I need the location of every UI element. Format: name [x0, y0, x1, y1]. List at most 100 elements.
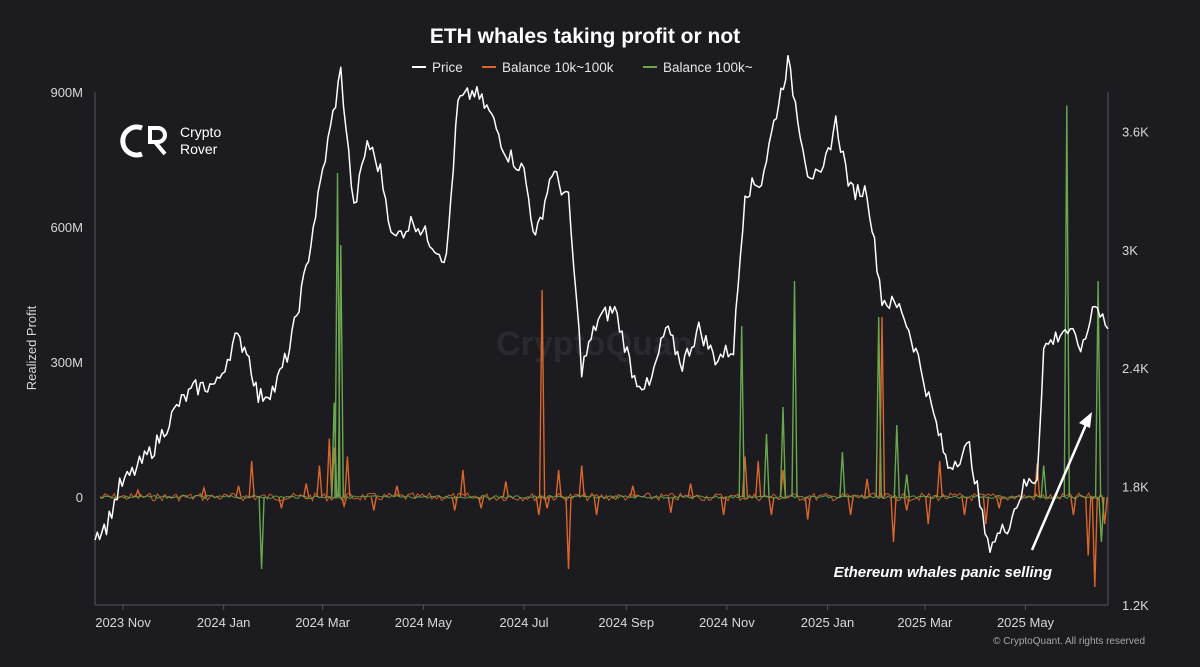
x-axis-ticks: 2023 Nov 2024 Jan 2024 Mar 2024 May 2024 Jul… [95, 605, 1055, 630]
balance-10k-100k-spike [134, 488, 142, 498]
balance-10k-100k-spike [565, 496, 572, 570]
legend-label-balance-100k: Balance 100k~ [663, 60, 753, 75]
legend-item-price[interactable]: Price [412, 60, 463, 75]
balance-10k-100k-spike [982, 496, 990, 525]
balance-100k-spike [337, 244, 344, 498]
balance-10k-100k-spike [459, 469, 467, 498]
balance-10k-100k-spike [768, 496, 775, 516]
watermark: CryptoQuant [496, 325, 704, 363]
x-tick-label: 2024 Sep [598, 615, 654, 630]
balance-10k-100k-spike [863, 478, 871, 498]
balance-10k-100k-spike [925, 496, 932, 525]
logo-line1: Crypto [180, 124, 221, 140]
y-right-tick-label: 1.2K [1122, 598, 1149, 613]
balance-10k-100k-spike [535, 496, 542, 516]
balance-10k-100k-spike [543, 496, 551, 509]
copyright-footer: © CryptoQuant. All rights reserved [993, 636, 1145, 647]
x-tick-label: 2024 May [395, 615, 453, 630]
balance-100k-spike [331, 402, 338, 498]
y-right-tick-label: 2.4K [1122, 361, 1149, 376]
y-axis-right-ticks: 3.6K 3K 2.4K 1.8K 1.2K [1122, 124, 1149, 613]
legend-item-balance-10k-100k[interactable]: Balance 10k~100k [482, 60, 614, 75]
balance-10k-100k-spike [326, 438, 333, 498]
legend-label-balance-10k-100k: Balance 10k~100k [502, 60, 614, 75]
balance-10k-100k-spike [278, 496, 285, 509]
balance-100k-spike [1040, 465, 1047, 498]
annotation-text: Ethereum whales panic selling [834, 564, 1052, 581]
balance-10k-100k-spike [847, 496, 854, 516]
x-tick-label: 2024 Jan [197, 615, 251, 630]
series-balance-100k [99, 105, 1105, 570]
balance-100k-spike [763, 433, 770, 498]
balance-100k-spike [791, 280, 798, 498]
annotation-arrowhead [1079, 412, 1092, 428]
y-left-tick-label: 900M [50, 85, 83, 100]
x-tick-label: 2025 Jan [801, 615, 855, 630]
balance-100k-spike [258, 496, 265, 570]
balance-100k-spike [875, 316, 882, 498]
logo: Crypto Rover [120, 124, 221, 158]
y-axis-left-label: Realized Profit [24, 305, 39, 390]
balance-10k-100k-spike [370, 496, 377, 511]
balance-10k-100k-spike [1085, 496, 1092, 556]
balance-10k-100k-spike [340, 496, 348, 509]
legend-item-balance-100k[interactable]: Balance 100k~ [643, 60, 753, 75]
y-right-tick-label: 1.8K [1122, 480, 1149, 495]
annotation: Ethereum whales panic selling [834, 412, 1092, 581]
crypto-rover-logo-icon [120, 124, 167, 158]
y-right-tick-label: 3.6K [1122, 124, 1149, 139]
chart-title: ETH whales taking profit or not [430, 25, 740, 48]
y-axis-left-ticks: 900M 600M 300M 0 [50, 85, 83, 505]
balance-100k-spike [738, 325, 745, 498]
balance-10k-100k-spike [755, 460, 762, 498]
balance-100k-spike [1094, 280, 1102, 498]
balance-10k-100k-spike [248, 460, 255, 498]
x-tick-label: 2024 Mar [295, 615, 351, 630]
y-right-tick-label: 3K [1122, 243, 1138, 258]
balance-10k-100k-spike [578, 465, 585, 498]
balance-10k-100k-spike [1033, 463, 1041, 498]
balance-10k-100k-spike [890, 496, 897, 543]
balance-10k-100k-spike [995, 496, 1003, 509]
x-tick-label: 2023 Nov [95, 615, 151, 630]
balance-10k-100k-spike [629, 485, 636, 498]
balance-10k-100k-spike [316, 465, 323, 498]
legend-label-price: Price [432, 60, 463, 75]
balance-10k-100k-spike [235, 485, 242, 498]
x-tick-label: 2025 May [997, 615, 1055, 630]
x-tick-label: 2024 Nov [699, 615, 755, 630]
balance-100k-spike [1063, 105, 1070, 498]
balance-100k-spike [903, 474, 910, 498]
balance-10k-100k-spike [936, 460, 943, 498]
y-left-tick-label: 300M [50, 355, 83, 370]
balance-100k-spike [839, 451, 846, 498]
balance-10k-100k-spike [393, 485, 401, 498]
balance-10k-100k-spike [344, 456, 351, 498]
balance-10k-100k-spike [961, 496, 968, 516]
balance-10k-100k-spike [502, 481, 509, 498]
balance-100k-spike [893, 424, 900, 498]
legend: Price Balance 10k~100k Balance 100k~ [412, 60, 753, 75]
balance-10k-100k-spike [720, 496, 727, 516]
balance-10k-100k-spike [1070, 496, 1077, 516]
balance-10k-100k-spike [303, 483, 310, 498]
balance-10k-100k-spike [667, 496, 674, 513]
balance-10k-100k-spike [593, 496, 600, 516]
x-tick-label: 2025 Mar [897, 615, 953, 630]
y-left-tick-label: 600M [50, 220, 83, 235]
balance-10k-100k-spike [804, 496, 811, 520]
price-line [94, 54, 1109, 553]
balance-10k-100k-spike [903, 496, 910, 511]
balance-10k-100k-spike [477, 496, 485, 509]
balance-10k-100k-spike [538, 289, 546, 498]
balance-10k-100k-spike [1091, 496, 1098, 588]
balance-100k-baseline [99, 494, 1104, 500]
balance-100k-spike [1098, 496, 1105, 543]
logo-line2: Rover [180, 141, 218, 157]
x-tick-label: 2024 Jul [499, 615, 548, 630]
balance-10k-100k-spike [687, 483, 694, 498]
series-price [94, 54, 1109, 553]
annotation-arrow [1030, 419, 1090, 551]
y-left-tick-label: 0 [76, 490, 83, 505]
